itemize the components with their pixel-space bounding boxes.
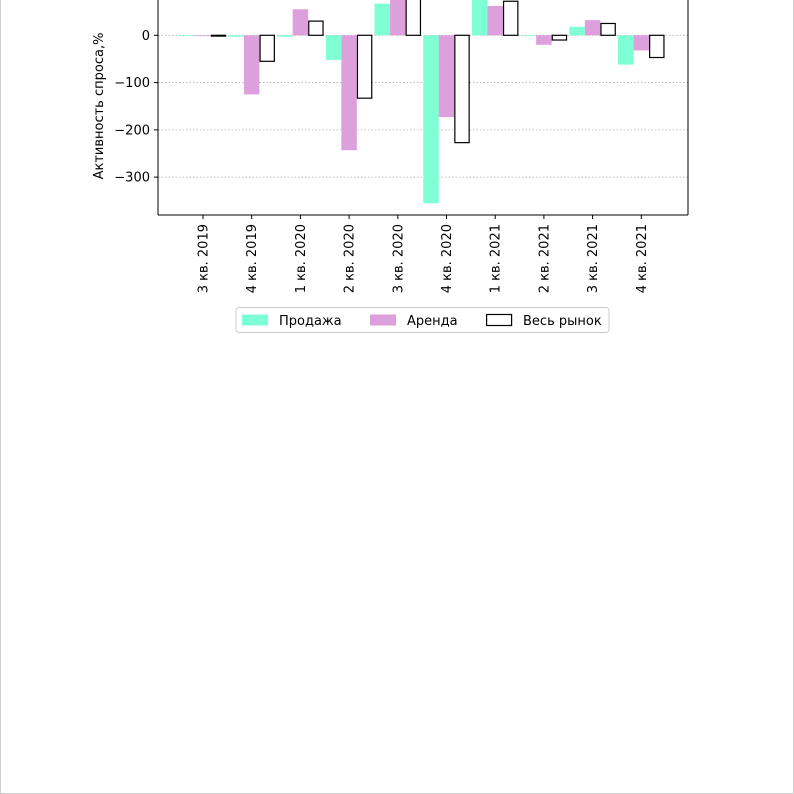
bar-Продажа-3 кв. 2021 (569, 26, 585, 36)
y-tick-label: −300 (114, 171, 150, 186)
legend-swatch-Весь рынок (486, 313, 513, 327)
bar-Весь рынок-3 кв. 2020 (405, 0, 422, 36)
bar-Аренда-2 кв. 2020 (341, 35, 357, 151)
x-tick-label: 2 кв. 2021 (537, 224, 552, 293)
bar-Продажа-1 кв. 2021 (471, 0, 488, 36)
bars (179, 0, 665, 204)
bar-Аренда-4 кв. 2020 (438, 35, 455, 118)
bar-Весь рынок-1 кв. 2021 (502, 0, 519, 36)
bar-Аренда-1 кв. 2021 (487, 5, 503, 36)
bar-Весь рынок-4 кв. 2020 (454, 34, 470, 144)
bar-Продажа-4 кв. 2020 (423, 35, 439, 204)
bar-Аренда-4 кв. 2019 (243, 35, 260, 95)
bar-Аренда-1 кв. 2020 (292, 9, 309, 36)
x-tick-label: 4 кв. 2019 (245, 224, 260, 293)
legend-label: Продажа (279, 314, 342, 329)
bar-Весь рынок-2 кв. 2021 (551, 34, 568, 41)
bar-Весь рынок-3 кв. 2019 (210, 34, 227, 37)
legend-label: Аренда (407, 314, 458, 329)
y-tick-label: 0 (142, 29, 150, 44)
y-axis-label: Активность спроса,% (92, 33, 107, 180)
x-tick-label: 2 кв. 2020 (343, 224, 358, 293)
legend-swatch-Аренда (370, 314, 396, 326)
legend-swatch-Продажа (242, 314, 268, 326)
bar-Весь рынок-2 кв. 2020 (356, 34, 373, 99)
y-ticks: 1000−100−200−300 (114, 29, 158, 186)
x-tick-label: 3 кв. 2021 (586, 224, 601, 293)
bar-Весь рынок-4 кв. 2019 (259, 34, 275, 62)
x-tick-label: 3 кв. 2019 (197, 224, 212, 293)
bar-Аренда-3 кв. 2021 (584, 20, 601, 36)
bar-Весь рынок-3 кв. 2021 (600, 22, 616, 36)
bar-Продажа-4 кв. 2019 (228, 35, 244, 37)
bar-Аренда-3 кв. 2019 (195, 35, 211, 37)
x-tick-label: 4 кв. 2021 (635, 224, 650, 293)
bar-Продажа-2 кв. 2021 (520, 35, 537, 37)
x-tick-label: 3 кв. 2020 (391, 224, 406, 293)
bar-Аренда-4 кв. 2021 (633, 35, 650, 51)
y-tick-label: −100 (114, 76, 150, 91)
legend-box (235, 307, 610, 333)
bar-Весь рынок-1 кв. 2020 (308, 20, 324, 36)
legend-label: Весь рынок (523, 314, 602, 329)
bar-Аренда-3 кв. 2020 (390, 0, 406, 36)
bar-Продажа-2 кв. 2020 (325, 35, 342, 60)
bar-Продажа-4 кв. 2021 (618, 35, 634, 65)
y-tick-label: −200 (114, 123, 150, 138)
x-tick-label: 1 кв. 2021 (489, 224, 504, 293)
x-ticks: 3 кв. 2019 4 кв. 2019 1 кв. 2020 2 кв. 2020… (197, 215, 650, 293)
bar-Аренда-2 кв. 2021 (536, 35, 552, 45)
bar-Продажа-3 кв. 2020 (374, 3, 391, 36)
legend: Продажа Аренда Весь рынок (235, 307, 610, 333)
bar-Продажа-1 кв. 2020 (277, 35, 293, 37)
x-tick-label: 1 кв. 2020 (294, 224, 309, 293)
bar-Весь рынок-4 кв. 2021 (649, 34, 665, 59)
bar-Продажа-3 кв. 2019 (179, 35, 196, 37)
x-tick-label: 4 кв. 2020 (440, 224, 455, 293)
